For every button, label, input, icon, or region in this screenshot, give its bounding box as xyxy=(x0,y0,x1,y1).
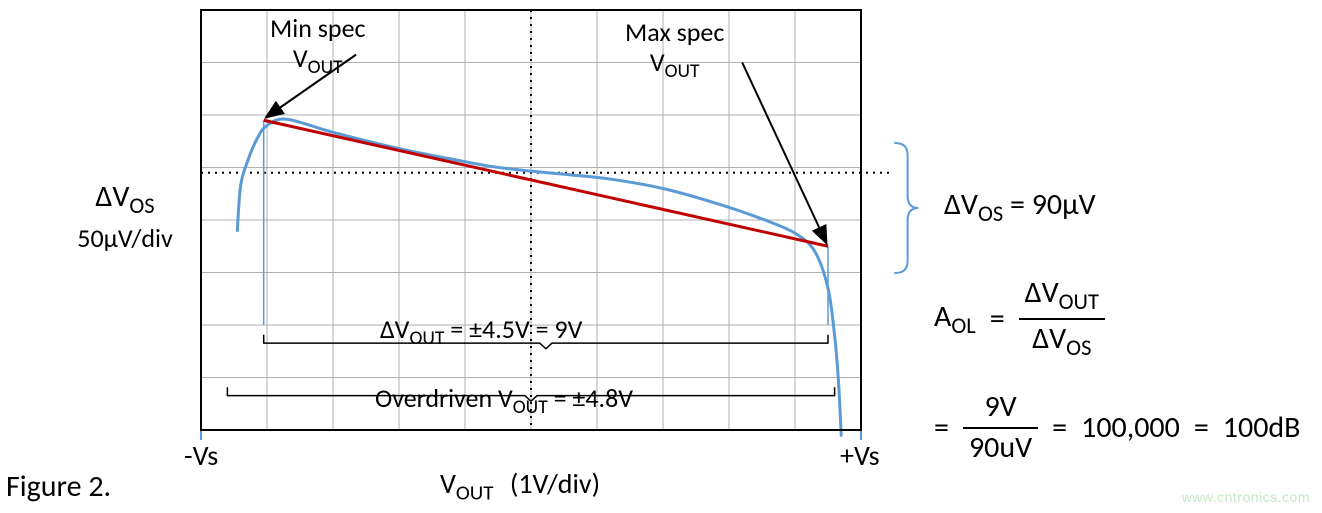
frac-den-sub: OS xyxy=(1066,335,1091,362)
val-num: 9V xyxy=(978,390,1022,425)
delta-vout-label: ΔVOUT = ±4.5V = 9V xyxy=(380,313,582,350)
equals-2: = xyxy=(934,409,949,446)
figure-caption: Figure 2. xyxy=(6,468,111,505)
val-r1: 100,000 xyxy=(1081,409,1180,446)
brace-eq-sub: OS xyxy=(978,201,1003,228)
aol-values: = 9V 90uV = 100,000 = 100dB xyxy=(934,390,1300,465)
y-axis-label: ΔVOS 50µV/div xyxy=(60,178,190,254)
x-axis-var-sub: OUT xyxy=(456,480,494,506)
aol-a: A xyxy=(934,298,951,335)
value-fraction: 9V 90uV xyxy=(963,390,1038,465)
equals-4: = xyxy=(1194,409,1209,446)
overdriven-b: = ±4.8V xyxy=(548,382,633,414)
overdriven-a: Overdriven V xyxy=(375,382,513,414)
delta-vout-rest: = ±4.5V = 9V xyxy=(444,313,582,345)
y-axis-scale: 50µV/div xyxy=(60,222,190,254)
min-spec-v: V xyxy=(293,42,308,74)
delta-vout-a: ΔV xyxy=(380,313,409,345)
aol-fraction: ΔVOUT ΔVOS xyxy=(1019,276,1105,362)
overdriven-label: Overdriven VOUT = ±4.8V xyxy=(375,382,633,419)
figure-root: ΔVOS 50µV/div -Vs +Vs VOUT (1V/div) Figu… xyxy=(0,0,1322,513)
min-spec-sub: OUT xyxy=(308,55,343,79)
overdriven-sub: OUT xyxy=(513,395,548,419)
equals-1: = xyxy=(990,300,1005,337)
val-r2: 100dB xyxy=(1223,409,1301,446)
max-spec-sub: OUT xyxy=(665,59,700,83)
watermark-text: www.cntronics.com xyxy=(1182,489,1310,505)
max-spec-label: Max spec VOUT xyxy=(625,18,724,83)
val-den: 90uV xyxy=(963,431,1038,466)
aol-sub: OL xyxy=(951,313,975,340)
max-spec-v: V xyxy=(650,46,665,78)
brace-eq-a: ΔV xyxy=(944,186,978,223)
equals-3: = xyxy=(1052,409,1067,446)
x-axis-var: V xyxy=(440,466,456,501)
frac-den-a: ΔV xyxy=(1032,320,1066,357)
frac-num-a: ΔV xyxy=(1025,274,1059,311)
x-axis-scale: (1V/div) xyxy=(510,466,600,501)
x-min-label: -Vs xyxy=(184,438,218,473)
aol-formula: AOL = ΔVOUT ΔVOS xyxy=(934,276,1105,362)
brace-eq-b: = 90µV xyxy=(1003,186,1095,223)
y-axis-var-sub: OS xyxy=(129,193,154,220)
frac-num-sub: OUT xyxy=(1059,289,1099,316)
delta-vout-sub: OUT xyxy=(409,326,444,350)
y-axis-var: ΔV xyxy=(95,178,129,215)
min-spec-label: Min spec VOUT xyxy=(270,14,366,79)
x-max-label: +Vs xyxy=(840,438,880,473)
brace-equation: ΔVOS = 90µV xyxy=(944,186,1096,228)
max-spec-line1: Max spec xyxy=(625,18,724,48)
min-spec-line1: Min spec xyxy=(270,14,366,44)
x-axis-label: VOUT (1V/div) xyxy=(440,466,600,506)
